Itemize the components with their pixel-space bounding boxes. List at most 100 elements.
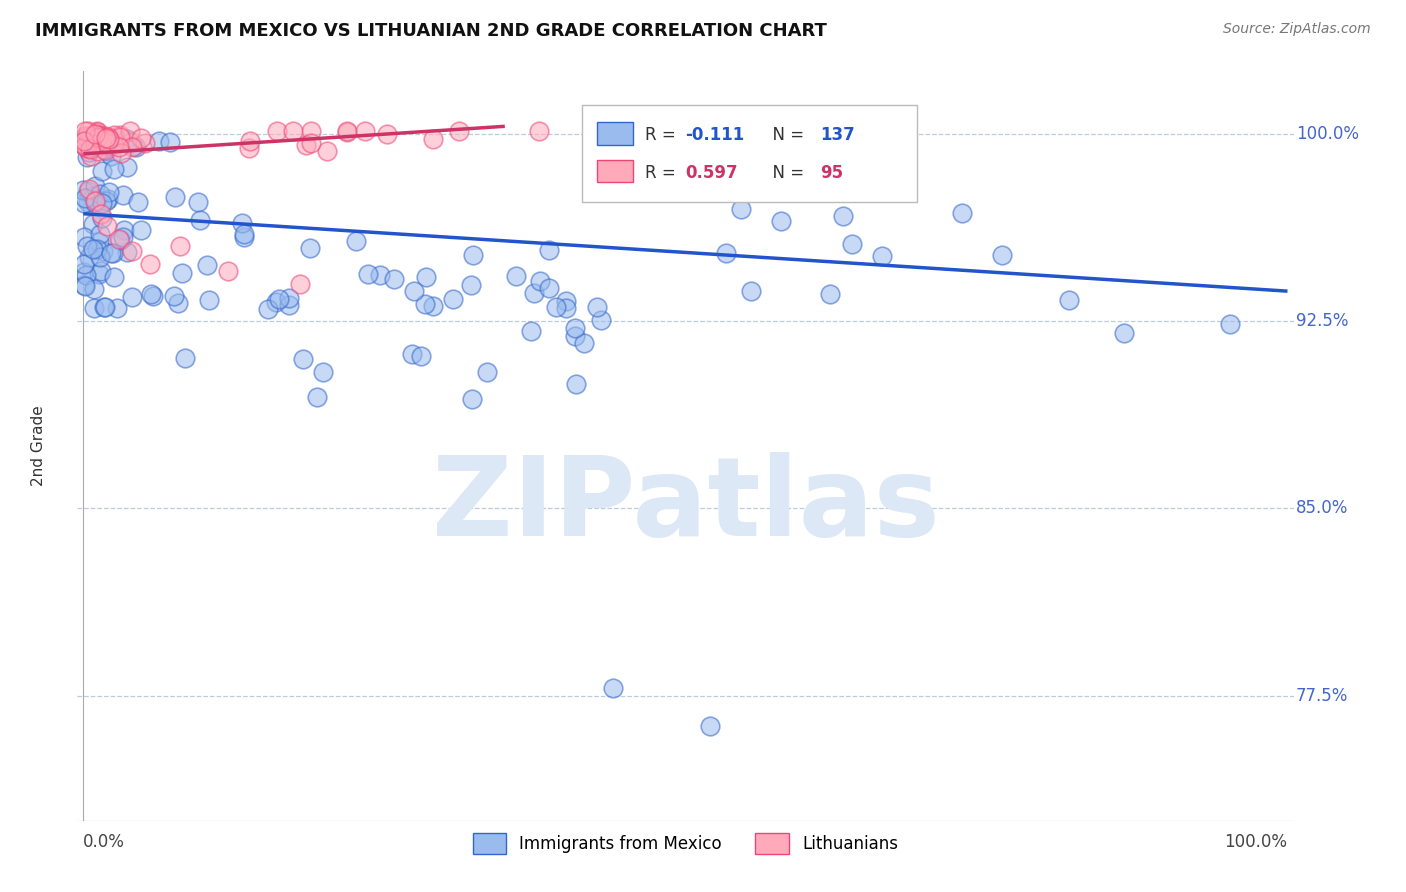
Point — [73, 257, 96, 271]
Point — [97, 130, 120, 145]
Point — [527, 124, 550, 138]
Point — [83, 133, 105, 147]
Point — [89, 250, 111, 264]
Point — [72, 138, 94, 153]
Point — [82, 131, 104, 145]
Point — [103, 128, 125, 143]
Point — [990, 248, 1012, 262]
Point — [90, 207, 112, 221]
Text: IMMIGRANTS FROM MEXICO VS LITHUANIAN 2ND GRADE CORRELATION CHART: IMMIGRANTS FROM MEXICO VS LITHUANIAN 2ND… — [35, 22, 827, 40]
Point — [115, 132, 138, 146]
Point — [90, 129, 112, 144]
Point — [305, 390, 328, 404]
Point — [460, 392, 482, 406]
Point — [73, 129, 96, 144]
Point — [80, 148, 103, 162]
Point — [138, 257, 160, 271]
Point — [94, 137, 117, 152]
Point — [96, 131, 118, 145]
Point — [120, 135, 142, 149]
Text: R =: R = — [645, 163, 682, 181]
FancyBboxPatch shape — [596, 160, 633, 182]
Point — [134, 136, 156, 151]
Point — [112, 230, 135, 244]
Point — [127, 194, 149, 209]
Point — [239, 134, 262, 148]
Point — [555, 294, 578, 309]
Point — [73, 136, 96, 150]
Point — [73, 137, 96, 152]
Point — [73, 279, 96, 293]
Point — [409, 350, 432, 364]
Point — [87, 130, 110, 145]
Point — [110, 130, 132, 145]
Point — [73, 134, 96, 148]
Point — [83, 179, 105, 194]
Point — [76, 150, 98, 164]
Text: 137: 137 — [821, 126, 855, 144]
Point — [108, 233, 131, 247]
Point — [79, 182, 101, 196]
Point — [84, 136, 107, 150]
Point — [77, 129, 100, 144]
Point — [375, 128, 398, 142]
Point — [413, 297, 436, 311]
Point — [86, 144, 108, 158]
Point — [100, 149, 122, 163]
Point — [233, 227, 256, 242]
Point — [564, 328, 586, 343]
Point — [77, 194, 100, 209]
FancyBboxPatch shape — [596, 122, 633, 145]
Point — [77, 140, 100, 154]
Point — [188, 213, 211, 227]
Point — [565, 376, 588, 391]
Point — [110, 145, 132, 160]
Text: 0.0%: 0.0% — [83, 833, 125, 851]
Point — [112, 223, 135, 237]
Point — [96, 136, 118, 150]
Point — [93, 143, 115, 157]
Point — [354, 124, 377, 138]
Point — [93, 244, 115, 259]
Point — [422, 131, 444, 145]
Point — [83, 282, 105, 296]
Point — [447, 124, 470, 138]
Point — [165, 189, 187, 203]
Point — [76, 135, 98, 149]
Point — [77, 136, 100, 151]
Point — [832, 209, 855, 223]
Point — [232, 230, 254, 244]
Point — [75, 268, 97, 282]
Point — [97, 134, 120, 148]
Point — [76, 137, 98, 152]
Point — [72, 136, 94, 151]
Point — [83, 127, 105, 141]
Point — [97, 132, 120, 146]
Point — [96, 137, 118, 152]
Text: 0.597: 0.597 — [686, 163, 738, 181]
Point — [529, 273, 551, 287]
Point — [257, 302, 280, 317]
Text: 100.0%: 100.0% — [1225, 833, 1288, 851]
Point — [336, 125, 359, 139]
Point — [73, 196, 96, 211]
Point — [148, 134, 170, 148]
Point — [73, 190, 96, 204]
Point — [101, 137, 124, 152]
Point — [1219, 318, 1241, 332]
Point — [82, 242, 104, 256]
Point — [73, 138, 96, 153]
Point — [91, 195, 114, 210]
Point — [591, 313, 613, 327]
Point — [96, 219, 118, 234]
Point — [121, 244, 143, 259]
Point — [292, 351, 315, 366]
Point — [84, 136, 107, 151]
Text: 92.5%: 92.5% — [1296, 312, 1348, 330]
Point — [769, 214, 792, 228]
Point — [195, 258, 218, 272]
Point — [142, 288, 165, 302]
Point — [714, 246, 737, 260]
Point — [950, 205, 973, 219]
Point — [139, 286, 162, 301]
